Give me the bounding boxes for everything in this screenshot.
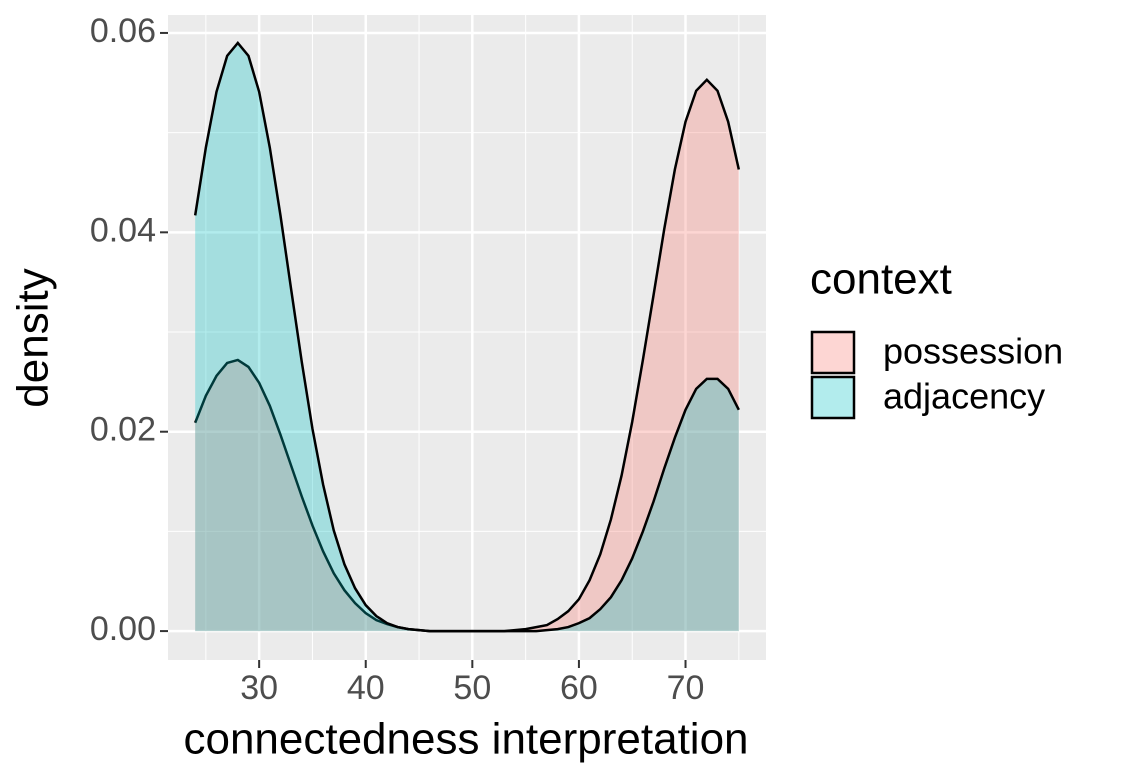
density-area bbox=[195, 79, 739, 632]
axes: 30 40 50 60 70 0.00 0.02 0.04 0.06 bbox=[90, 12, 705, 707]
legend-key bbox=[810, 375, 856, 420]
x-tick-label: 70 bbox=[667, 669, 705, 707]
legend-key bbox=[812, 332, 854, 373]
x-tick-label: 50 bbox=[453, 669, 491, 707]
density-area bbox=[195, 42, 739, 632]
legend-title: context bbox=[810, 255, 952, 304]
density-line bbox=[193, 40, 740, 633]
plot-area bbox=[193, 40, 741, 633]
panel bbox=[168, 15, 766, 660]
y-axis-title: density bbox=[9, 268, 58, 407]
legend-key bbox=[812, 377, 854, 418]
y-tick-label: 0.04 bbox=[90, 211, 156, 249]
x-tick-label: 60 bbox=[560, 669, 598, 707]
x-tick-label: 40 bbox=[347, 669, 385, 707]
x-axis-title: connectedness interpretation bbox=[183, 715, 748, 764]
y-tick-label: 0.00 bbox=[90, 610, 156, 648]
y-tick-label: 0.06 bbox=[90, 12, 156, 50]
x-tick-label: 30 bbox=[240, 669, 278, 707]
legend-label: adjacency bbox=[883, 376, 1045, 417]
y-tick-label: 0.02 bbox=[90, 411, 156, 449]
legend-label: possession bbox=[883, 331, 1063, 372]
legend-key bbox=[810, 330, 856, 375]
